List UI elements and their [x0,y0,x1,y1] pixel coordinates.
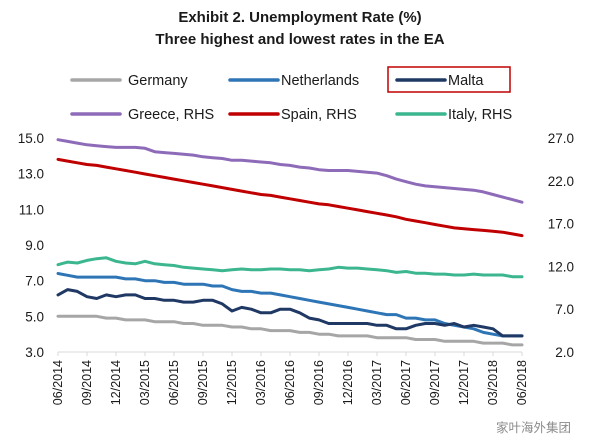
chart-legend: Germany Netherlands Malta Greece, RHS Spain,… [70,66,512,123]
legend-item-greece-rhs: Greece, RHS [70,107,214,123]
chart-title: Exhibit 2. Unemployment Rate (%) [178,9,421,26]
left-y-tick-label: 9.0 [25,238,44,253]
series-line-italy-rhs [56,256,524,279]
legend-item-malta: Malta [387,66,511,93]
x-tick-label: 09/2015 [196,360,210,405]
right-y-axis-ticks: 27.0 22.0 17.0 12.0 7.0 2.0 [548,131,574,360]
x-tick-label: 03/2015 [138,360,152,405]
right-y-tick-label: 12.0 [548,259,574,274]
x-tick-label: 09/2016 [312,360,326,405]
x-tick-label: 12/2015 [225,360,239,405]
left-y-tick-label: 15.0 [18,131,44,146]
x-tick-label: 03/2017 [370,360,384,405]
x-tick-label: 06/2017 [399,360,413,405]
left-y-tick-label: 7.0 [25,274,44,289]
x-tick-label: 09/2017 [428,360,442,405]
right-y-tick-label: 2.0 [555,345,574,360]
legend-item-germany: Germany [70,73,188,89]
x-tick-label: 12/2014 [109,360,123,405]
legend-label: Germany [128,73,188,89]
x-tick-label: 09/2014 [80,360,94,405]
left-y-axis-ticks: 15.0 13.0 11.0 9.0 7.0 5.0 3.0 [18,131,44,360]
left-y-tick-label: 5.0 [25,309,44,324]
legend-item-netherlands: Netherlands [228,73,359,89]
x-tick-label: 03/2016 [254,360,268,405]
right-y-tick-label: 7.0 [555,302,574,317]
left-y-tick-label: 13.0 [18,167,44,182]
legend-label: Malta [448,73,484,89]
left-y-tick-label: 3.0 [25,345,44,360]
series-lines [56,138,524,347]
x-axis-ticks: 06/2014 09/2014 12/2014 03/2015 06/2015 09/20… [51,352,529,405]
right-y-tick-label: 17.0 [548,217,574,232]
x-tick-label: 06/2016 [283,360,297,405]
series-line-malta [56,288,524,338]
series-line-greece-rhs [56,138,524,204]
right-y-tick-label: 27.0 [548,131,574,146]
right-y-tick-label: 22.0 [548,174,574,189]
x-tick-label: 06/2018 [515,360,529,405]
legend-label: Greece, RHS [128,107,214,123]
chart-subtitle: Three highest and lowest rates in the EA [155,31,444,48]
watermark-text: 家叶海外集团 [496,420,571,435]
x-tick-label: 12/2016 [341,360,355,405]
plot-area: 15.0 13.0 11.0 9.0 7.0 5.0 3.0 27.0 22.0 17.0 12.… [18,131,574,405]
legend-label: Netherlands [281,73,359,89]
series-line-germany [56,314,524,347]
legend-item-spain-rhs: Spain, RHS [228,107,357,123]
left-y-tick-label: 11.0 [19,202,44,217]
legend-item-italy-rhs: Italy, RHS [395,107,512,123]
legend-label: Spain, RHS [281,107,357,123]
x-tick-label: 06/2014 [51,360,65,405]
series-line-netherlands [56,272,524,338]
legend-label: Italy, RHS [448,107,512,123]
x-tick-label: 06/2015 [167,360,181,405]
x-tick-label: 03/2018 [486,360,500,405]
x-tick-label: 12/2017 [457,360,471,405]
legend-highlight-box [387,66,511,93]
series-line-spain-rhs [56,157,524,238]
